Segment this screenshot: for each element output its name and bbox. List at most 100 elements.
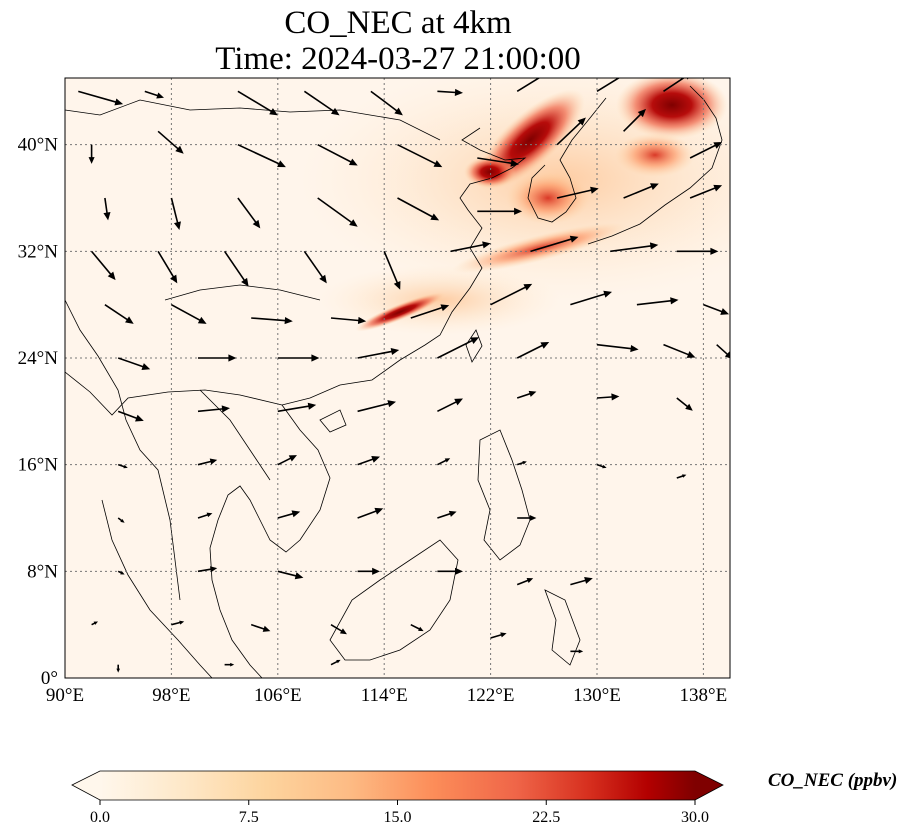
plume-korea: [506, 172, 590, 224]
wind-vector: [663, 343, 696, 358]
wind-vector: [103, 197, 111, 221]
inland-border-1: [164, 284, 321, 301]
wind-vector: [197, 566, 218, 573]
wind-vector: [104, 304, 134, 324]
lon-tick-label: 90°E: [46, 685, 84, 706]
wind-vector: [437, 337, 479, 359]
wind-vector: [450, 241, 491, 253]
wind-vector: [303, 250, 327, 284]
mongolia-border: [65, 99, 441, 141]
wind-vector: [277, 455, 297, 466]
wind-vector: [703, 303, 729, 315]
coastlines: [65, 85, 723, 678]
wind-vector: [437, 398, 463, 413]
sumatra-coastline: [101, 499, 213, 678]
wind-vector: [330, 659, 341, 666]
wind-vector: [410, 304, 450, 319]
wind-vector: [330, 316, 367, 325]
wind-vector: [556, 186, 599, 199]
wind-vector: [78, 90, 124, 106]
borneo-coastline: [329, 539, 459, 661]
wind-vector: [676, 247, 719, 255]
wind-vector: [437, 567, 463, 575]
wind-vector: [357, 455, 380, 466]
wind-vectors: [78, 78, 730, 673]
wind-vector: [223, 250, 249, 287]
wind-vector: [303, 90, 340, 116]
wind-vector: [689, 184, 723, 199]
wind-vector: [116, 664, 120, 673]
wind-vector: [570, 577, 593, 586]
longitude-tick-labels: 90°E 98°E 106°E 114°E 122°E 130°E 138°E: [46, 685, 727, 706]
indochina-coastline: [209, 404, 331, 678]
wind-vector: [490, 632, 507, 639]
wind-vector: [370, 90, 403, 116]
wind-vector: [437, 88, 463, 97]
plume-hokkaido: [616, 78, 728, 139]
wind-vector: [437, 458, 451, 466]
wind-vector: [277, 402, 317, 413]
lat-tick-label: 16°N: [18, 455, 59, 476]
wind-vector: [516, 461, 527, 466]
korea-coastline: [527, 97, 607, 223]
latitude-tick-labels: 0° 8°N 16°N 24°N 32°N 40°N: [18, 135, 59, 689]
wind-vector: [530, 235, 579, 253]
wind-vector: [171, 620, 185, 626]
wind-vector: [277, 354, 320, 362]
wind-vector: [317, 197, 358, 227]
wind-vector: [171, 303, 207, 324]
wind-vector: [357, 347, 400, 359]
wind-vector: [117, 570, 125, 575]
wind-vector: [516, 78, 541, 93]
wind-vector: [676, 397, 693, 411]
philippines-coastline: [477, 429, 531, 561]
wind-vector: [144, 90, 164, 99]
lon-tick-label: 106°E: [254, 685, 302, 706]
plume-sea-of-japan: [615, 133, 695, 177]
wind-vector: [197, 458, 218, 466]
wind-vector: [596, 393, 620, 401]
wind-vector: [570, 290, 612, 306]
wind-vector: [197, 405, 230, 413]
wind-vector: [157, 130, 184, 154]
wind-vector: [90, 250, 116, 281]
map-title-line2: Time: 2024-03-27 21:00:00: [215, 41, 581, 77]
lon-tick-label: 98°E: [152, 685, 190, 706]
colorbar-tick-labels: 0.0 7.5 15.0 22.5 30.0: [90, 800, 709, 826]
lon-tick-label: 114°E: [361, 685, 408, 706]
wind-vector: [556, 117, 586, 146]
lat-tick-label: 40°N: [18, 135, 59, 156]
wind-vector: [490, 283, 533, 306]
wind-vector: [676, 474, 687, 479]
wind-vector: [197, 512, 213, 519]
colorbar-max-extend: [695, 771, 723, 800]
wind-vector: [357, 507, 384, 519]
sulawesi-coastline: [544, 589, 581, 666]
wind-vector: [689, 142, 723, 159]
plume-taiwan-strait: [355, 292, 445, 332]
wind-vector: [237, 143, 286, 168]
wind-vector: [357, 567, 380, 575]
wind-vector: [516, 390, 537, 399]
wind-vector: [251, 316, 293, 325]
colorbar-tick-label: 30.0: [681, 809, 709, 826]
wind-vector: [117, 410, 144, 422]
wind-vector: [88, 144, 95, 164]
colorbar-tick-label: 7.5: [239, 809, 259, 826]
wind-vector: [91, 621, 98, 626]
wind-vector: [516, 342, 550, 359]
lat-tick-label: 32°N: [18, 241, 59, 262]
wind-vector: [198, 354, 237, 362]
wind-vector: [224, 662, 235, 667]
lon-tick-label: 130°E: [573, 685, 621, 706]
colorbar: 0.0 7.5 15.0 22.5 30.0: [71, 770, 724, 826]
wind-vector: [636, 297, 679, 306]
wind-vector: [117, 463, 128, 469]
hainan-coastline: [319, 409, 347, 433]
wind-vector: [596, 343, 639, 353]
wind-vector: [570, 649, 584, 654]
wind-vector: [437, 510, 457, 519]
japan-coastline: [587, 85, 723, 245]
wind-vector: [517, 514, 537, 522]
